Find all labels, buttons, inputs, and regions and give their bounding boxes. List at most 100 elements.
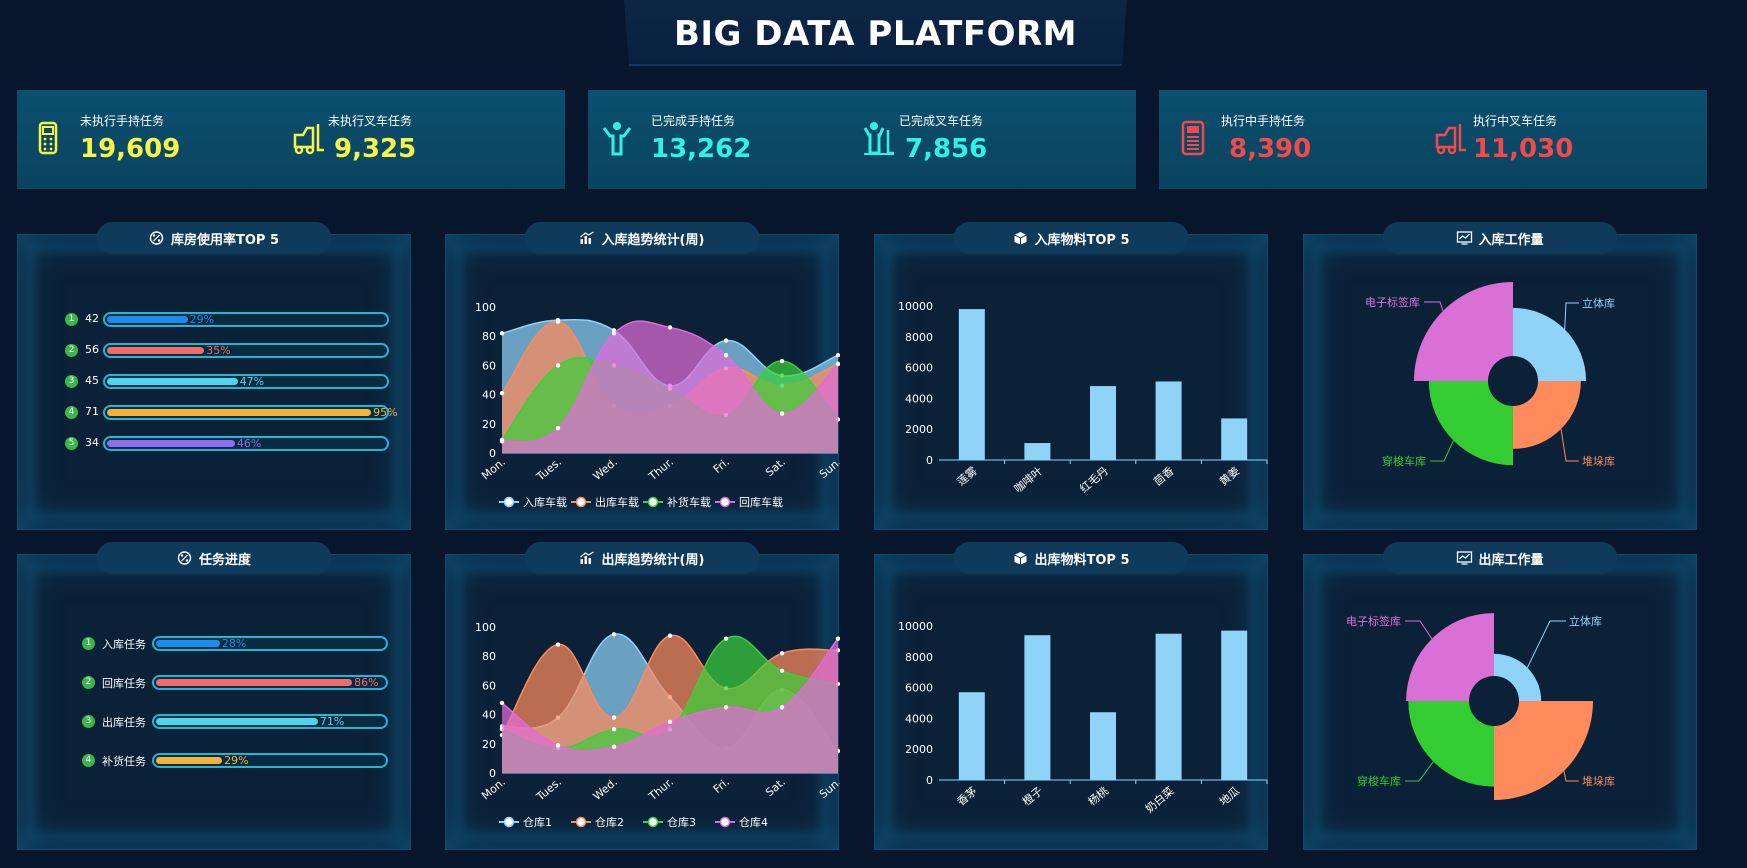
progress-fill (156, 757, 223, 764)
progress-label: 补货任务 (102, 755, 146, 768)
outbound-top-chart: 0 2000 4000 6000 8000 10000 香茅 橙子 杨桃 奶白菜 地瓜 (898, 620, 1268, 816)
legend-marker (719, 496, 731, 508)
stat-value: 9,325 (334, 134, 417, 164)
data-point (555, 743, 561, 748)
progress-track: 46% (103, 436, 389, 451)
legend-marker (575, 816, 587, 828)
y-tick-label: 2000 (905, 743, 933, 756)
outbound-trend-chart: 0 20 40 60 80 100 Mon. Tues. Wed. Thur. Fri. Sat. Su… (475, 621, 840, 829)
legend-marker (503, 496, 515, 508)
panel-title: 出库工作量 (1478, 552, 1544, 568)
rank-badge: 4 (65, 406, 78, 419)
bar (958, 692, 985, 780)
legend-label: 仓库3 (667, 815, 696, 829)
cube-icon (1014, 552, 1027, 565)
rose-slice (1513, 307, 1587, 381)
monitor-chart-icon (1456, 231, 1473, 245)
legend-label: 入库车载 (523, 495, 567, 509)
stat-label: 已完成手持任务 (651, 114, 736, 128)
legend-label: 回库车载 (739, 495, 783, 509)
x-tick-label: 杨桃 (1085, 784, 1111, 809)
inbound-trend-chart: 0 20 40 60 80 100 Mon. Tues. Wed. Thur. Fri. Sat. Su… (475, 301, 840, 509)
stat-panel-executing: 执行中手持任务 8,390 执行中叉车任务 11,030 (1159, 90, 1707, 189)
data-point (723, 636, 729, 641)
progress-fill (156, 718, 318, 725)
label-leader-line (1563, 770, 1579, 782)
legend-label: 仓库4 (739, 815, 768, 829)
rank-badge: 2 (82, 676, 95, 689)
x-tick-label: Fri. (711, 455, 732, 476)
bar (1024, 443, 1051, 460)
progress-fill (107, 378, 238, 385)
bar-chart-icon (580, 231, 594, 244)
worker-forklift-icon (863, 122, 894, 155)
x-tick-label: 红毛丹 (1077, 464, 1111, 495)
percent-circle-icon (178, 551, 192, 565)
x-tick-label: 香茅 (955, 784, 980, 808)
data-point (723, 338, 729, 343)
data-point (835, 636, 840, 641)
bar (1155, 633, 1182, 780)
stat-label: 未执行叉车任务 (328, 114, 413, 128)
legend-label: 补货车载 (667, 495, 711, 509)
progress-fill (107, 440, 235, 447)
panel-outbound-trend: 出库趋势统计(周) 0 20 40 60 80 100 Mon. Tues. Wed. Thur.… (445, 542, 840, 850)
data-point (779, 668, 785, 673)
legend-marker (647, 496, 659, 508)
stat-value: 19,609 (80, 134, 181, 164)
data-point (611, 331, 617, 336)
x-tick-label: Thur. (646, 775, 676, 803)
stat-label: 未执行手持任务 (80, 114, 165, 128)
legend-marker (719, 816, 731, 828)
panel-title: 入库工作量 (1478, 232, 1544, 248)
progress-percent: 29% (224, 754, 249, 767)
stat-pending-forklift: 未执行叉车任务 9,325 (291, 90, 565, 189)
y-tick-label: 40 (482, 389, 496, 402)
data-point (723, 352, 729, 358)
y-tick-label: 10000 (898, 300, 933, 313)
progress-percent: 46% (236, 437, 262, 450)
x-tick-label: Thur. (646, 455, 676, 483)
x-tick-label: 黄姜 (1216, 464, 1242, 489)
progress-row: 1 42 29% (65, 312, 419, 328)
y-tick-label: 80 (482, 330, 496, 343)
progress-track: 95% (103, 405, 398, 420)
slice-label: 穿梭车库 (1357, 774, 1401, 788)
bar (1221, 630, 1248, 780)
label-leader-line (1560, 428, 1579, 462)
data-point (555, 363, 561, 368)
x-tick-label: Mon. (479, 455, 508, 482)
x-tick-label: Mon. (479, 775, 508, 802)
y-tick-label: 0 (489, 767, 496, 780)
y-tick-label: 0 (926, 454, 933, 467)
rose-slice (1408, 701, 1494, 787)
plot-area: 0 2000 4000 6000 8000 10000 莲雾 咖啡叶 红毛丹 茴香 黄姜 (898, 300, 1268, 496)
data-point (667, 633, 673, 638)
legend-label: 出库车载 (595, 495, 639, 509)
progress-percent: 35% (206, 344, 231, 357)
panel-title-bar: 任务进度 (96, 542, 332, 574)
rank-badge: 5 (65, 437, 78, 450)
progress-label: 34 (85, 436, 99, 449)
panel-title-bar: 库房使用率TOP 5 (96, 222, 332, 254)
x-tick-label: Fri. (711, 775, 732, 796)
progress-track: 71% (152, 714, 388, 729)
stat-value: 11,030 (1473, 134, 1574, 164)
progress-percent: 28% (221, 637, 247, 650)
bar (1090, 712, 1116, 780)
progress-fill (107, 347, 205, 354)
progress-row: 4 补货任务 29% (82, 753, 418, 769)
progress-track: 35% (103, 343, 389, 358)
progress-track: 86% (152, 675, 388, 690)
x-tick-label: 茴香 (1151, 464, 1176, 488)
rank-badge: 1 (65, 313, 78, 326)
data-point (779, 411, 785, 416)
bar (1155, 381, 1182, 460)
x-tick-label: 橙子 (1019, 784, 1045, 809)
bar (958, 309, 985, 460)
progress-row: 4 71 95% (65, 405, 419, 421)
rose-slice (1414, 282, 1513, 381)
